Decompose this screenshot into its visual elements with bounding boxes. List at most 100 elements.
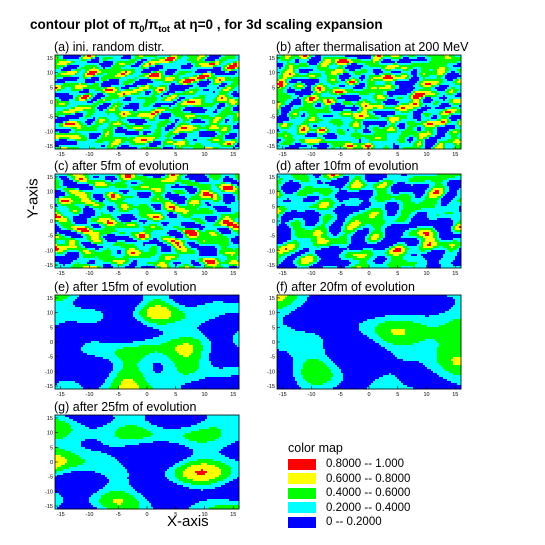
contour-cell [217,63,220,66]
contour-cell [127,77,130,80]
contour-cell [183,69,186,72]
contour-cell [185,73,188,76]
contour-cell [143,105,146,108]
contour-cell [69,77,72,80]
contour-cell [109,95,112,98]
contour-cell [219,73,222,76]
contour-cell [237,103,240,106]
contour-cell [219,55,222,58]
contour-cell [55,99,58,102]
contour-cell [203,67,206,70]
contour-cell [115,101,118,104]
contour-cell [135,113,138,116]
contour-cell [151,103,154,106]
contour-cell [145,59,148,62]
contour-cell [97,73,100,76]
contour-cell [133,65,136,68]
contour-cell [233,97,236,100]
contour-cell [119,99,122,102]
contour-cell [201,81,204,84]
contour-cell [79,105,82,108]
contour-cell [209,67,212,70]
contour-cell [135,55,138,58]
contour-cell [213,97,216,100]
contour-cell [181,63,184,66]
contour-cell [201,57,204,60]
contour-cell [205,71,208,74]
contour-cell [69,113,72,116]
contour-cell [57,113,60,116]
contour-cell [75,55,78,58]
contour-cell [229,81,232,84]
contour-cell [63,57,66,60]
contour-cell [69,83,72,86]
contour-cell [211,73,214,76]
contour-cell [73,55,76,58]
contour-cell [165,81,168,84]
contour-cell [139,69,142,72]
contour-cell [207,85,210,88]
contour-cell [199,79,202,82]
contour-cell [71,107,74,110]
contour-cell [223,93,226,96]
contour-cell [61,105,64,108]
contour-cell [81,115,84,118]
contour-cell [235,105,238,108]
contour-cell [151,75,154,78]
contour-cell [201,65,204,68]
contour-cell [115,73,118,76]
contour-cell [183,63,186,66]
contour-cell [201,63,204,66]
contour-cell [189,103,192,106]
contour-cell [233,101,236,104]
contour-cell [185,95,188,98]
contour-cell [91,91,94,94]
contour-cell [165,91,168,94]
contour-cell [233,67,236,70]
contour-cell [175,103,178,106]
contour-cell [207,111,210,114]
contour-cell [129,111,132,114]
contour-cell [123,89,126,92]
contour-cell [235,67,238,70]
contour-cell [139,97,142,100]
contour-cell [233,107,236,110]
contour-cell [161,71,164,74]
contour-cell [161,113,164,116]
contour-cell [205,111,208,114]
contour-cell [163,77,166,80]
contour-cell [137,93,140,96]
contour-cell [151,79,154,82]
contour-cell [129,95,132,98]
contour-cell [169,99,172,102]
contour-cell [129,85,132,88]
contour-cell [175,75,178,78]
contour-cell [191,79,194,82]
contour-cell [211,57,214,60]
contour-cell [119,81,122,84]
contour-cell [207,63,210,66]
contour-cell [221,87,224,90]
contour-cell [183,61,186,64]
contour-cell [111,63,114,66]
contour-cell [183,107,186,110]
contour-cell [119,87,122,90]
contour-cell [229,87,232,90]
contour-cell [133,85,136,88]
contour-cell [135,91,138,94]
contour-cell [89,113,92,116]
contour-cell [145,99,148,102]
contour-cell [125,63,128,66]
contour-cell [69,81,72,84]
contour-cell [183,111,186,114]
contour-cell [107,55,110,58]
contour-cell [79,81,82,84]
contour-cell [193,75,196,78]
contour-cell [189,85,192,88]
contour-cell [81,89,84,92]
contour-cell [189,107,192,110]
contour-cell [71,59,74,62]
contour-cell [115,71,118,74]
contour-cell [131,75,134,78]
contour-cell [195,91,198,94]
